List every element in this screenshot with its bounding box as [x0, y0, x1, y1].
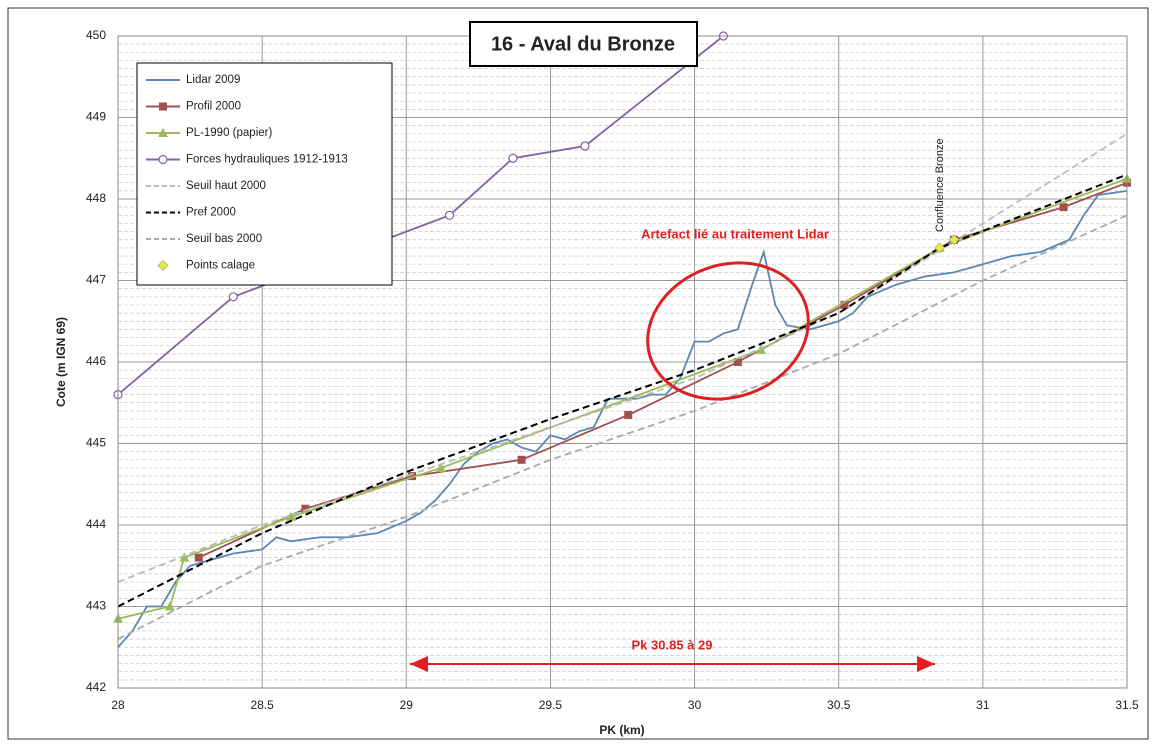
- y-tick-label: 445: [86, 436, 106, 450]
- series-line: [117, 133, 1128, 583]
- legend-label: Profil 2000: [186, 101, 241, 113]
- legend-item: Seuil bas 2000: [146, 233, 262, 245]
- x-tick-label: 28: [111, 698, 125, 712]
- chart-title: 16 - Aval du Bronze: [491, 33, 675, 55]
- legend-item: Pref 2000: [146, 207, 236, 219]
- legend-item: Points calage: [157, 260, 255, 272]
- y-tick-label: 449: [86, 110, 106, 124]
- y-axis-label: Cote (m IGN 69): [54, 317, 68, 407]
- legend-item: Forces hydrauliques 1912-1913: [146, 154, 348, 166]
- marker: [840, 300, 849, 309]
- series-line: [117, 177, 1128, 620]
- y-tick-label: 446: [86, 354, 106, 368]
- series-line: [117, 35, 724, 396]
- plot: [113, 31, 1132, 648]
- legend-item: PL-1990 (papier): [146, 127, 272, 139]
- legend-label: PL-1990 (papier): [186, 127, 272, 139]
- x-tick-label: 29: [400, 698, 414, 712]
- marker: [164, 601, 175, 611]
- y-tick-label: 443: [86, 599, 106, 613]
- legend-label: Lidar 2009: [186, 74, 240, 86]
- marker: [301, 504, 310, 513]
- marker: [444, 210, 455, 220]
- marker: [285, 511, 296, 521]
- series-line: [117, 173, 1128, 608]
- legend-label: Forces hydrauliques 1912-1913: [186, 154, 348, 166]
- legend-item: Profil 2000: [146, 101, 241, 113]
- x-tick-label: 28.5: [250, 698, 274, 712]
- legend-box: [136, 62, 393, 286]
- marker: [624, 410, 633, 419]
- x-tick-label: 31.5: [1115, 698, 1139, 712]
- legend-item: Seuil haut 2000: [146, 180, 266, 192]
- legend-label: Points calage: [186, 260, 255, 272]
- artefact-ellipse: [646, 261, 810, 401]
- y-tick-label: 444: [86, 517, 106, 531]
- marker: [580, 141, 590, 151]
- marker: [517, 455, 526, 464]
- annotation: Pk 30.85 à 29: [632, 637, 713, 652]
- legend: Lidar 2009 Profil 2000 PL-1990 (papier) For…: [136, 62, 393, 286]
- y-tick-label: 442: [86, 680, 106, 694]
- legend-item: Lidar 2009: [146, 74, 240, 86]
- legend-label: Seuil haut 2000: [186, 180, 266, 192]
- y-tick-label: 450: [86, 28, 106, 42]
- marker: [948, 234, 960, 246]
- marker: [228, 292, 238, 302]
- marker: [194, 553, 203, 562]
- legend-label: Pref 2000: [186, 207, 236, 219]
- x-tick-label: 30.5: [827, 698, 851, 712]
- marker: [159, 102, 167, 111]
- series-line: [117, 214, 1128, 640]
- marker: [158, 128, 168, 137]
- marker: [157, 260, 169, 271]
- y-tick-label: 447: [86, 273, 106, 287]
- annotation: Confluence Bronze: [934, 138, 946, 232]
- x-tick-label: 30: [688, 698, 702, 712]
- annotation: Artefact lié au traitement Lidar: [641, 226, 829, 241]
- legend-label: Seuil bas 2000: [186, 233, 262, 245]
- marker: [179, 552, 190, 562]
- marker: [408, 472, 417, 481]
- title-box: [469, 21, 698, 67]
- marker: [733, 358, 742, 366]
- marker: [435, 462, 446, 472]
- x-tick-label: 31: [976, 698, 990, 712]
- series-line: [117, 189, 1128, 648]
- y-tick-label: 448: [86, 191, 106, 205]
- x-tick-label: 29.5: [539, 698, 563, 712]
- marker: [158, 154, 168, 165]
- marker: [1059, 203, 1068, 212]
- marker: [934, 242, 946, 254]
- x-axis-label: PK (km): [599, 723, 644, 737]
- marker: [508, 153, 518, 163]
